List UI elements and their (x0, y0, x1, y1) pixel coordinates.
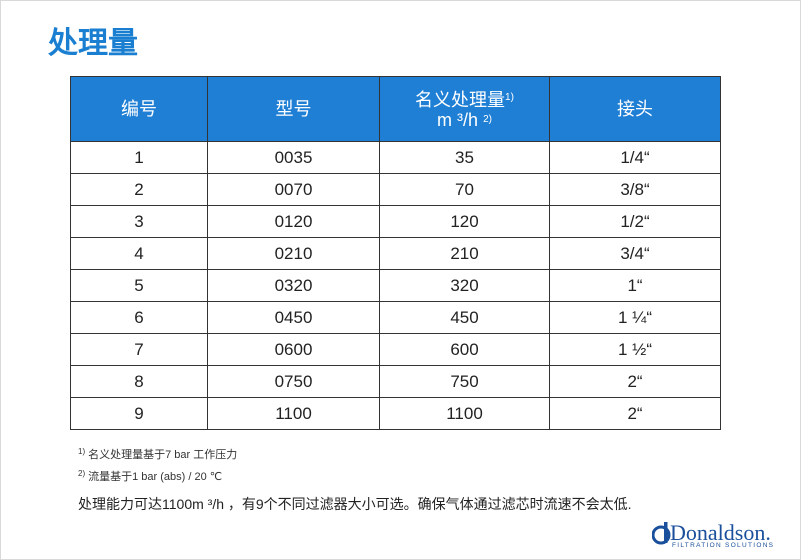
cell-connection: 1/2“ (549, 205, 721, 238)
cell-model: 0035 (207, 141, 380, 174)
table-row: 1 0035 35 1/4“ (70, 141, 721, 174)
footnote-1-mark: 1) (78, 447, 86, 456)
cell-model: 0210 (207, 237, 380, 270)
cell-model: 0450 (207, 301, 380, 334)
donaldson-logo-icon (652, 522, 671, 545)
cell-model: 0120 (207, 205, 380, 238)
specification-table: 编号 型号 名义处理量1) m ³/h 2) 接头 1 0035 35 1/4“ 2 00… (70, 76, 721, 430)
cell-number: 8 (70, 365, 208, 398)
cell-capacity: 70 (379, 173, 550, 206)
cell-number: 4 (70, 237, 208, 270)
table-header-row: 编号 型号 名义处理量1) m ³/h 2) 接头 (70, 76, 721, 142)
cell-capacity: 450 (379, 301, 550, 334)
header-capacity-sup1: 1) (505, 92, 514, 103)
table-row: 4 0210 210 3/4“ (70, 237, 721, 270)
cell-number: 1 (70, 141, 208, 174)
cell-model: 0750 (207, 365, 380, 398)
cell-connection: 2“ (549, 397, 721, 430)
header-model: 型号 (207, 76, 380, 142)
cell-capacity: 600 (379, 333, 550, 366)
cell-number: 9 (70, 397, 208, 430)
header-capacity-label: 名义处理量 (415, 90, 506, 110)
cell-capacity: 320 (379, 269, 550, 302)
cell-capacity: 35 (379, 141, 550, 174)
cell-connection: 1 ¼“ (549, 301, 721, 334)
cell-connection: 3/8“ (549, 173, 721, 206)
footnote-1-text: 名义处理量基于7 bar 工作压力 (88, 449, 238, 461)
cell-capacity: 210 (379, 237, 550, 270)
cell-model: 0070 (207, 173, 380, 206)
logo-tagline: FILTRATION SOLUTIONS (672, 542, 775, 549)
table-row: 2 0070 70 3/8“ (70, 173, 721, 206)
cell-number: 3 (70, 205, 208, 238)
table-row: 9 1100 1100 2“ (70, 397, 721, 430)
header-capacity-unit: m ³/h (437, 110, 479, 130)
cell-number: 5 (70, 269, 208, 302)
cell-capacity: 750 (379, 365, 550, 398)
footnote-2: 2) 流量基于1 bar (abs) / 20 ℃ (78, 468, 222, 484)
cell-capacity: 1100 (379, 397, 550, 430)
cell-number: 6 (70, 301, 208, 334)
cell-model: 1100 (207, 397, 380, 430)
header-connection: 接头 (549, 76, 721, 142)
table-row: 3 0120 120 1/2“ (70, 205, 721, 238)
header-nominal-capacity: 名义处理量1) m ³/h 2) (379, 76, 550, 142)
cell-model: 0320 (207, 269, 380, 302)
footnote-2-mark: 2) (78, 469, 86, 478)
header-capacity-sup2: 2) (483, 114, 492, 125)
summary-text: 处理能力可达1100m ³/h ，有9个不同过滤器大小可选。确保气体通过滤芯时流… (78, 496, 632, 512)
footnote-1: 1) 名义处理量基于7 bar 工作压力 (78, 446, 237, 462)
cell-connection: 1/4“ (549, 141, 721, 174)
table-row: 7 0600 600 1 ½“ (70, 333, 721, 366)
cell-number: 2 (70, 173, 208, 206)
table-row: 5 0320 320 1“ (70, 269, 721, 302)
table-row: 6 0450 450 1 ¼“ (70, 301, 721, 334)
cell-model: 0600 (207, 333, 380, 366)
cell-connection: 2“ (549, 365, 721, 398)
table-row: 8 0750 750 2“ (70, 365, 721, 398)
footnote-2-text: 流量基于1 bar (abs) / 20 ℃ (88, 471, 223, 483)
logo-name: Donaldson. (670, 520, 771, 545)
cell-number: 7 (70, 333, 208, 366)
cell-connection: 1“ (549, 269, 721, 302)
cell-connection: 3/4“ (549, 237, 721, 270)
cell-capacity: 120 (379, 205, 550, 238)
header-number: 编号 (70, 76, 208, 142)
page-title: 处理量 (48, 26, 138, 61)
cell-connection: 1 ½“ (549, 333, 721, 366)
